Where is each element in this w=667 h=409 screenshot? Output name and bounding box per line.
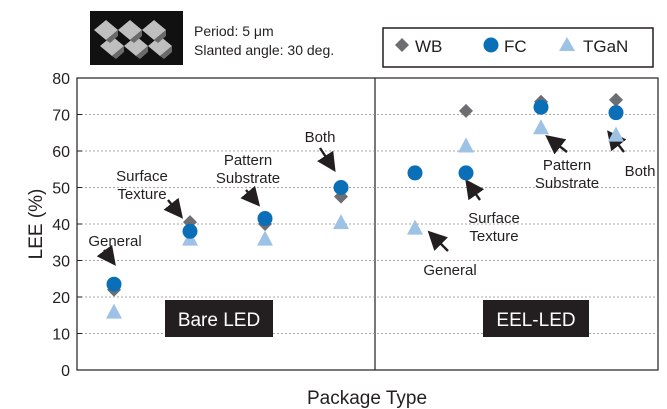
- y-tick-label: 40: [52, 217, 70, 234]
- tgan-point: [458, 137, 474, 153]
- annotation-pattern-eel-line1: Pattern: [543, 157, 591, 174]
- fc-point: [407, 165, 423, 181]
- eel-led-label: EEL-LED: [496, 310, 575, 331]
- slanted-angle-text: Slanted angle: 30 deg.: [194, 42, 334, 58]
- annotation-general-eel: General: [423, 262, 476, 279]
- annotation-arrow: [240, 185, 261, 207]
- fc-point: [458, 165, 474, 181]
- fc-point: [257, 211, 273, 227]
- annotation-arrows: [96, 130, 627, 266]
- annotation-arrow: [427, 230, 449, 252]
- tgan-point: [106, 303, 122, 319]
- y-tick-label: 10: [52, 327, 70, 344]
- annotation-surface-bare-line1: Surface: [116, 168, 168, 185]
- annotation-arrow: [465, 179, 485, 201]
- y-tick-label: 0: [61, 363, 70, 380]
- annotation-pattern-bare-line1: Pattern: [224, 152, 272, 169]
- annotation-surface-eel-line2: Texture: [469, 228, 518, 245]
- fc-point: [333, 180, 349, 195]
- annotation-arrow: [96, 244, 116, 266]
- annotation-arrow: [163, 197, 183, 219]
- annotation-pattern-eel-line2: Substrate: [535, 175, 599, 192]
- wb-point: [459, 103, 473, 118]
- y-tick-label: 20: [52, 290, 70, 307]
- legend-tgan-marker: [559, 37, 575, 51]
- y-tick-label: 70: [52, 108, 70, 125]
- annotation-pattern-bare-line2: Substrate: [216, 170, 280, 187]
- legend-wb-label: WB: [415, 37, 442, 56]
- eel-led-label-box: EEL-LED: [483, 300, 589, 337]
- x-axis-title: Package Type: [307, 388, 427, 409]
- bare-led-label: Bare LED: [178, 310, 260, 331]
- annotation-arrow: [317, 147, 336, 173]
- y-tick-label: 30: [52, 254, 70, 271]
- y-tick-label: 50: [52, 181, 70, 198]
- legend-wb-marker: [395, 38, 409, 52]
- tgan-point: [257, 230, 273, 246]
- tgan-point: [333, 214, 349, 230]
- annotation-general-bare: General: [88, 233, 141, 250]
- bare-led-label-box: Bare LED: [165, 300, 273, 337]
- data-points: [106, 92, 624, 319]
- fc-point: [533, 99, 549, 115]
- y-tick-label: 80: [52, 71, 70, 88]
- annotation-surface-eel-line1: Surface: [468, 210, 520, 227]
- tgan-point: [533, 119, 549, 135]
- annotation-arrow: [545, 135, 568, 155]
- legend-fc-label: FC: [504, 37, 527, 56]
- annotation-both-eel: Both: [625, 163, 656, 180]
- legend: WB FC TGaN: [382, 27, 654, 68]
- pattern-inset-image: [90, 11, 183, 65]
- tgan-point: [407, 219, 423, 235]
- annotation-surface-bare-line2: Texture: [117, 186, 166, 203]
- y-tick-label: 60: [52, 144, 70, 161]
- annotations: General Surface Texture Pattern Substrat…: [88, 129, 655, 279]
- annotation-both-bare: Both: [305, 129, 336, 146]
- legend-fc-marker: [483, 37, 499, 53]
- fc-point: [608, 105, 624, 121]
- fc-point: [106, 276, 122, 292]
- tgan-point: [608, 126, 624, 142]
- legend-tgan-label: TGaN: [583, 37, 628, 56]
- period-text: Period: 5 μm: [194, 23, 274, 39]
- wb-point: [609, 92, 623, 107]
- y-axis-title: LEE (%): [26, 189, 47, 260]
- y-axis-ticks: 0 10 20 30 40 50 60 70 80: [52, 71, 82, 380]
- fc-point: [182, 223, 198, 239]
